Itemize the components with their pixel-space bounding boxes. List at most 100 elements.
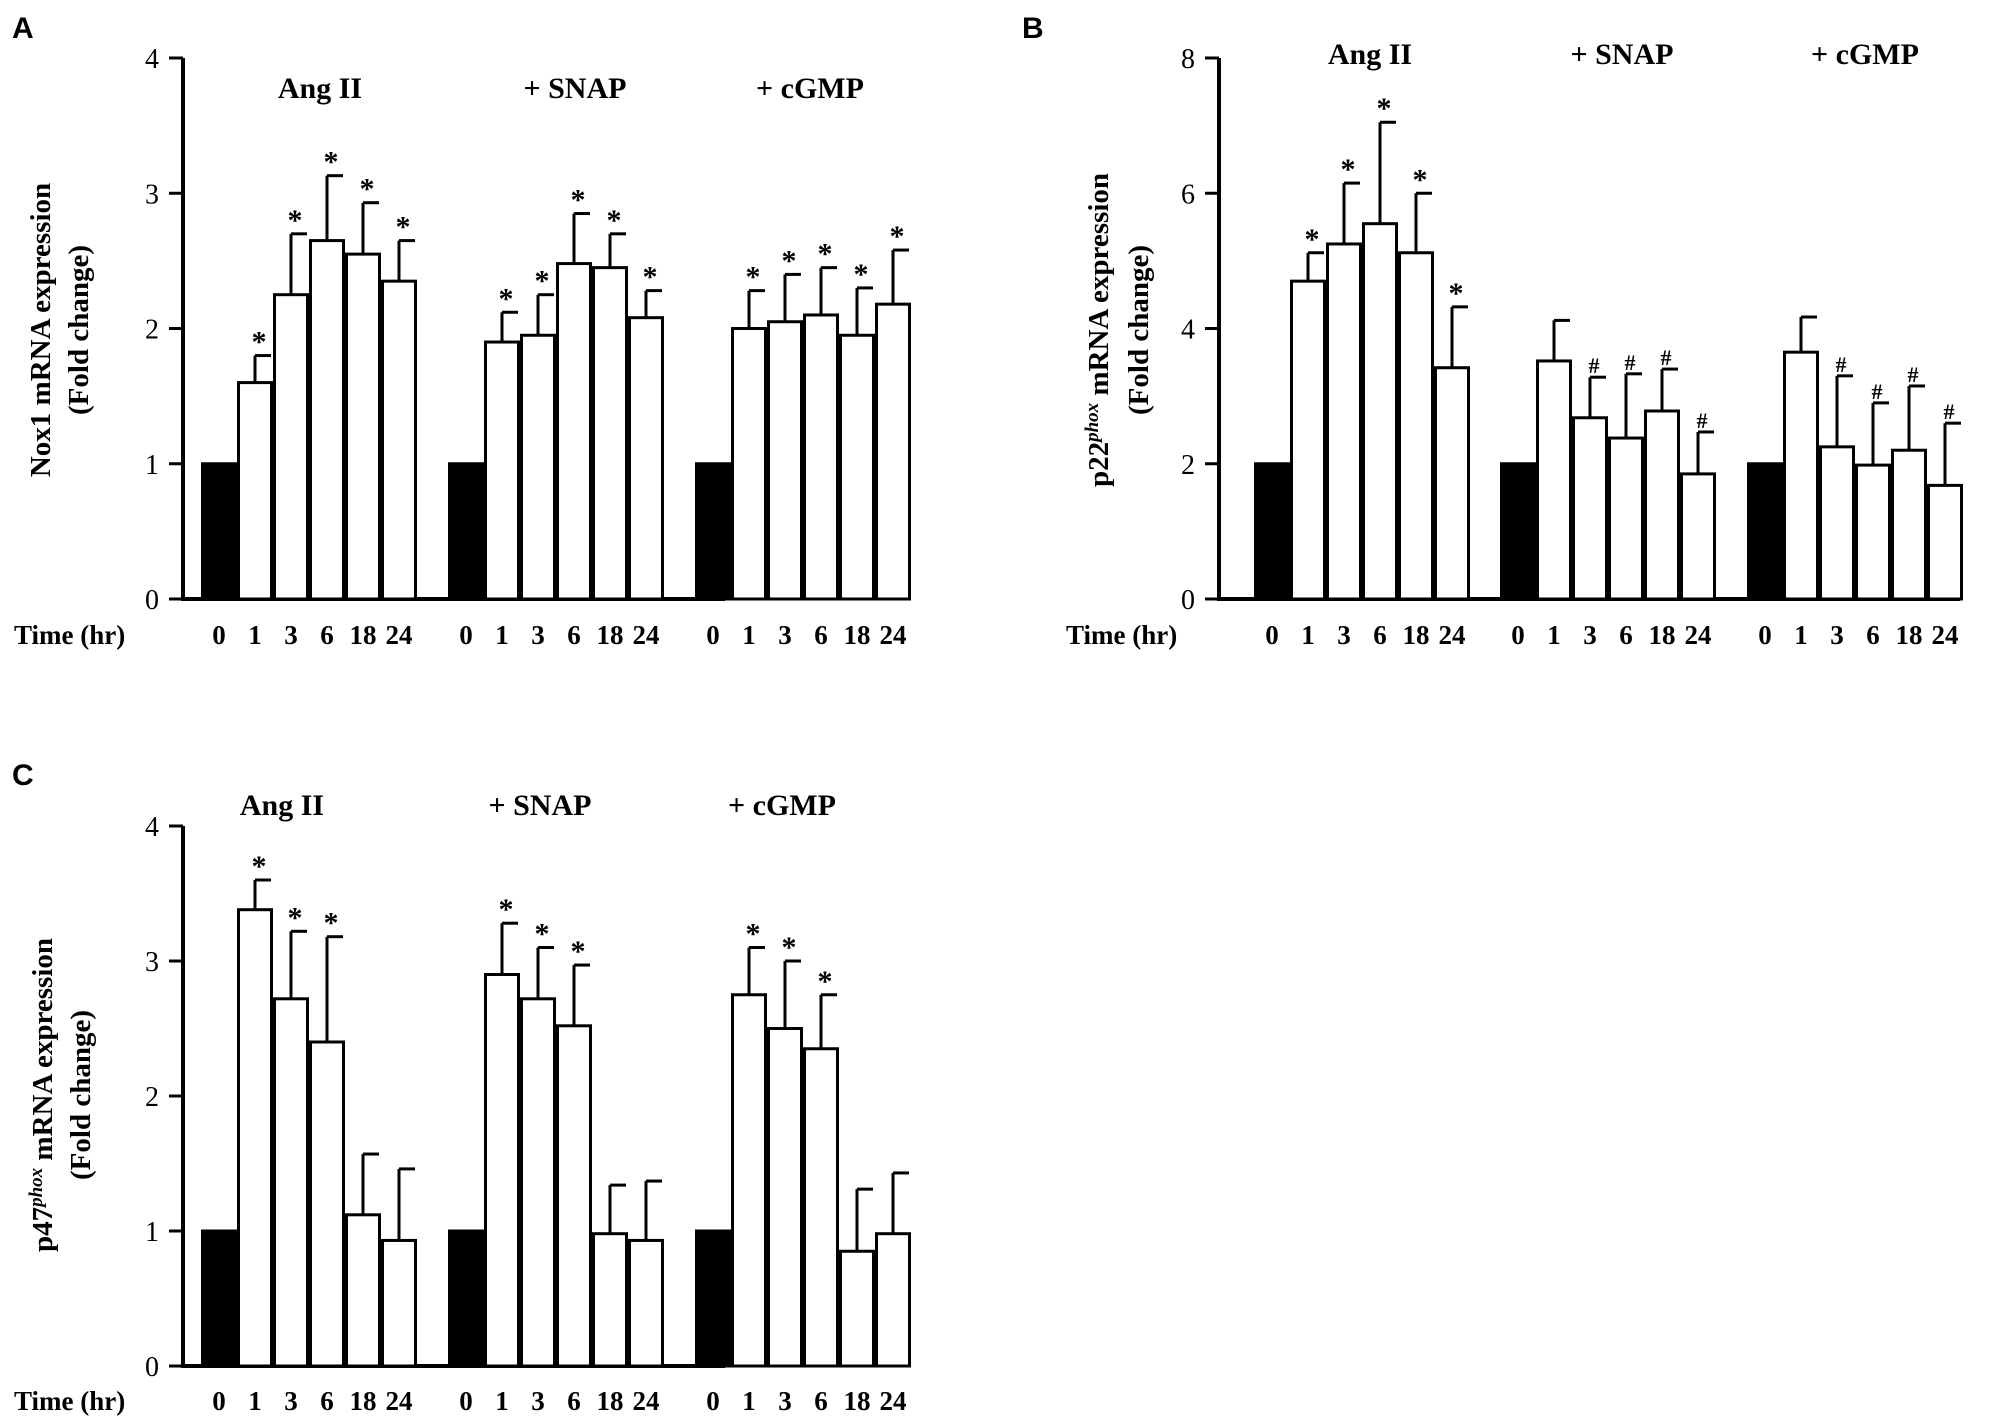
x-tick-label: 0: [1265, 620, 1279, 650]
group-title: Ang II: [278, 72, 362, 105]
y-tick-label: 1: [145, 450, 159, 481]
significance-star: *: [499, 893, 514, 926]
x-axis-label: Time (hr): [1066, 620, 1177, 650]
significance-star: *: [396, 211, 411, 244]
bar-control: [1500, 462, 1536, 601]
bar: [520, 997, 556, 1368]
bar: [1572, 416, 1608, 601]
significance-star: *: [643, 261, 658, 294]
significance-star: *: [571, 935, 586, 968]
x-tick-label: 3: [531, 1386, 545, 1416]
x-tick-label: 24: [633, 1386, 660, 1416]
y-tick-label: 0: [145, 585, 159, 616]
x-tick-label: 18: [1403, 620, 1430, 650]
significance-star: *: [1341, 153, 1356, 186]
bar: [273, 293, 309, 601]
bar: [1927, 483, 1963, 601]
x-tick-label: 6: [567, 620, 581, 650]
bar: [556, 1024, 592, 1368]
x-tick-label: 6: [814, 1386, 828, 1416]
significance-hash: #: [1872, 379, 1883, 404]
bar: [1326, 242, 1362, 601]
y-tick-label: 3: [145, 947, 159, 978]
bar-control: [695, 1229, 731, 1368]
x-tick-label: 1: [248, 620, 262, 650]
bar: [1644, 409, 1680, 601]
group-title: Ang II: [1328, 38, 1412, 71]
x-tick-label: 18: [844, 1386, 871, 1416]
x-tick-label: 3: [284, 1386, 298, 1416]
bar: [484, 973, 520, 1368]
bar: [381, 1238, 417, 1368]
y-tick-label: 4: [145, 44, 159, 75]
x-tick-label: 0: [212, 620, 226, 650]
significance-star: *: [782, 244, 797, 277]
x-tick-label: 6: [814, 620, 828, 650]
bar-control: [695, 462, 731, 601]
y-tick-label: 3: [145, 179, 159, 210]
y-axis-label-line2: (Fold change): [1123, 245, 1155, 415]
significance-star: *: [1413, 163, 1428, 196]
bar: [875, 1232, 911, 1368]
group-title: + SNAP: [524, 72, 627, 105]
x-tick-label: 24: [880, 620, 907, 650]
y-tick-label: 1: [145, 1217, 159, 1248]
x-tick-label: 24: [386, 1386, 413, 1416]
x-tick-label: 1: [1794, 620, 1808, 650]
bar: [1783, 350, 1819, 601]
bar: [345, 1213, 381, 1368]
significance-star: *: [288, 901, 303, 934]
panel-label: A: [12, 12, 34, 45]
y-label-rest: mRNA expression: [1083, 173, 1115, 403]
y-tick-label: 6: [1181, 179, 1195, 210]
significance-star: *: [1449, 277, 1464, 310]
x-tick-label: 24: [1932, 620, 1959, 650]
significance-star: *: [746, 261, 761, 294]
x-tick-label: 3: [284, 620, 298, 650]
x-tick-label: 6: [320, 1386, 334, 1416]
y-axis-label-line1: p22phox mRNA expression: [1082, 173, 1115, 487]
x-tick-label: 24: [1685, 620, 1712, 650]
bar-control: [1254, 462, 1290, 601]
x-tick-label: 3: [531, 620, 545, 650]
x-tick-label: 18: [1896, 620, 1923, 650]
significance-star: *: [288, 204, 303, 237]
y-axis-label-line1: Nox1 mRNA expression: [25, 183, 57, 477]
bar: [309, 1040, 345, 1368]
bar: [731, 327, 767, 601]
bar: [520, 333, 556, 601]
significance-star: *: [818, 238, 833, 271]
significance-star: *: [746, 918, 761, 951]
y-axis-label-line1: p47phox mRNA expression: [26, 938, 59, 1252]
bar: [875, 302, 911, 601]
group-title: + cGMP: [756, 72, 864, 105]
significance-star: *: [607, 204, 622, 237]
x-tick-label: 6: [1373, 620, 1387, 650]
x-tick-label: 24: [1439, 620, 1466, 650]
significance-star: *: [1377, 92, 1392, 125]
x-tick-label: 0: [459, 620, 473, 650]
x-tick-label: 0: [1511, 620, 1525, 650]
x-tick-label: 18: [844, 620, 871, 650]
bar: [345, 252, 381, 601]
x-tick-label: 3: [1583, 620, 1597, 650]
y-tick-label: 4: [145, 812, 159, 843]
bar: [1434, 366, 1470, 601]
x-axis-label: Time (hr): [14, 620, 125, 650]
bar: [592, 266, 628, 601]
significance-star: *: [252, 326, 267, 359]
x-tick-label: 1: [495, 1386, 509, 1416]
x-tick-label: 6: [567, 1386, 581, 1416]
bar: [1362, 222, 1398, 601]
x-tick-label: 0: [706, 1386, 720, 1416]
x-tick-label: 1: [742, 1386, 756, 1416]
x-tick-label: 18: [350, 620, 377, 650]
y-tick-label: 0: [145, 1352, 159, 1383]
panel-label: C: [12, 759, 34, 792]
bar: [484, 340, 520, 601]
bar: [309, 239, 345, 601]
y-label-superscript: phox: [26, 1167, 47, 1209]
